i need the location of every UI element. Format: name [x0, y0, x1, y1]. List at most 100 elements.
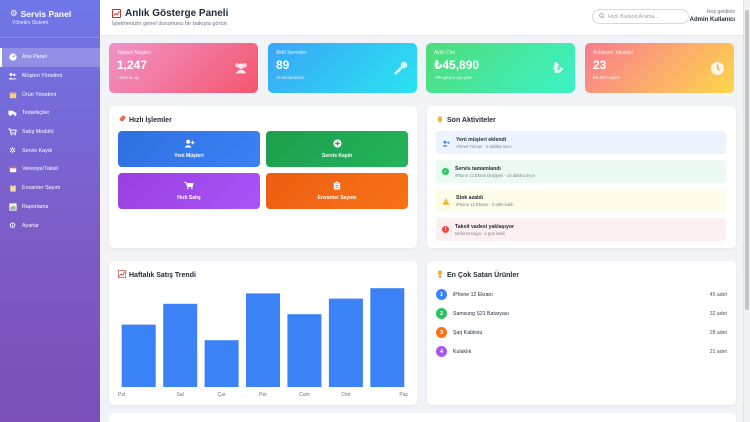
- chart-icon: [8, 202, 17, 211]
- stat-card-installments: Bekleyen Taksitler 23 ₺8,450 toplam: [585, 43, 734, 93]
- barcode-search-field[interactable]: Hızlı Barkod Arama...: [592, 9, 689, 24]
- sidebar-item-sales[interactable]: Satış Modülü: [0, 123, 100, 142]
- service-record-button[interactable]: Servis Kaydı: [266, 131, 408, 167]
- product-row[interactable]: 2 Samsung S21 Bataryası 32 adet: [436, 304, 727, 323]
- stat-label: Bekleyen Taksitler: [593, 50, 634, 56]
- panel-title-text: Son Aktiviteler: [447, 116, 496, 124]
- dashboard-icon: [8, 53, 17, 62]
- user-name: Admin Kullanıcı: [689, 17, 735, 23]
- sidebar-item-label: Ana Panel: [22, 54, 47, 61]
- product-count: 45 adet: [709, 291, 727, 298]
- product-count: 32 adet: [709, 310, 727, 317]
- stat-card-services: Aktif Servisler 89 15 tamamlandı: [268, 43, 417, 93]
- sales-bar-5: [328, 298, 363, 387]
- chart-icon: [118, 270, 126, 280]
- gear-icon: ✲: [9, 146, 16, 156]
- activity-title: Stok azaldı: [456, 194, 484, 201]
- trophy-icon: [436, 270, 444, 280]
- product-row[interactable]: 1 iPhone 12 Ekranı 45 adet: [436, 285, 727, 304]
- sidebar-item-suppliers[interactable]: Tedarikçiler: [0, 104, 100, 123]
- product-rank: 4: [436, 346, 447, 357]
- button-label: Hızlı Satış: [177, 195, 201, 201]
- product-rank: 1: [436, 289, 447, 300]
- recent-activities-panel: Son Aktiviteler Yeni müşteri eklendi Ahm…: [427, 106, 736, 248]
- stat-note: ₺8,450 toplam: [593, 75, 620, 80]
- sidebar-item-inventory[interactable]: Envanter Sayım: [0, 179, 100, 198]
- cart-icon: [8, 128, 17, 137]
- x-tick-label-2: Çar: [218, 392, 226, 398]
- sidebar-item-settings[interactable]: ⚙ Ayarlar: [0, 216, 100, 235]
- warning-icon: [442, 192, 450, 210]
- scrollbar-thumb[interactable]: [745, 10, 749, 310]
- sidebar: ⚙ Servis Panel Yönetim Sistemi Ana Panel…: [0, 0, 100, 422]
- stat-label: Aylık Ciro: [434, 50, 456, 56]
- header-title-block: Anlık Gösterge Paneli İşletmenizin genel…: [112, 8, 228, 27]
- stat-value: 1,247: [117, 58, 148, 72]
- page-subtitle: İşletmenizin genel durumunu bir bakışta …: [112, 21, 227, 27]
- product-count: 28 adet: [709, 329, 727, 336]
- activity-subtitle: iPhone 12 Ekran Değişimi - 15 dakika önc…: [455, 172, 536, 178]
- brand-subtitle: Yönetim Sistemi: [12, 20, 49, 26]
- x-tick-label-1: Sal: [176, 392, 183, 398]
- activity-item[interactable]: ✓ Servis tamamlandı iPhone 12 Ekran Deği…: [436, 160, 726, 183]
- x-tick-label-5: Cmt: [341, 392, 351, 398]
- x-tick-label-4: Cum: [299, 392, 310, 398]
- box-icon: [8, 90, 17, 99]
- panel-title: Hızlı İşlemler: [118, 115, 408, 125]
- x-tick-label-3: Per: [259, 392, 267, 398]
- sidebar-item-products[interactable]: Ürün Yönetimi: [0, 85, 100, 104]
- rocket-icon: [118, 115, 126, 125]
- product-rank: 3: [436, 327, 447, 338]
- users-icon: [8, 72, 17, 81]
- sidebar-item-label: Müşteri Yönetimi: [22, 73, 63, 80]
- weekly-sales-chart: Pzt Sal Çar Per Cum Cmt Paz: [118, 288, 408, 398]
- user-plus-icon: [442, 134, 450, 152]
- stat-note: 15 tamamlandı: [276, 75, 304, 80]
- activity-title: Servis tamamlandı: [455, 165, 501, 172]
- product-count: 21 adet: [709, 348, 727, 355]
- sales-bar-2: [204, 340, 239, 387]
- sidebar-item-customers[interactable]: Müşteri Yönetimi: [0, 67, 100, 86]
- stat-note: +8% geçen aya göre: [434, 75, 473, 80]
- activity-item[interactable]: Stok azaldı iPhone 12 Ekranı - 3 adet ka…: [436, 189, 726, 212]
- weekly-sales-panel: Haftalık Satış Trendi Pzt Sal Çar Per Cum Cmt…: [109, 261, 417, 405]
- next-section-edge: [109, 413, 736, 422]
- sales-bar-0: [121, 324, 156, 387]
- product-name: Şarj Kablosu: [453, 329, 483, 336]
- sidebar-item-label: Envanter Sayım: [22, 185, 61, 192]
- new-customer-button[interactable]: Yeni Müşteri: [118, 131, 260, 167]
- truck-icon: [8, 109, 17, 118]
- page-scrollbar[interactable]: [743, 0, 750, 422]
- activity-subtitle: Mehmet Kaya - 2 gün kaldı: [455, 230, 506, 236]
- sidebar-item-dashboard[interactable]: Ana Panel: [0, 48, 100, 67]
- brand-title: ⚙ Servis Panel: [10, 8, 92, 19]
- stat-value: 89: [276, 58, 290, 72]
- user-plus-icon: [184, 139, 195, 150]
- stat-label: Aktif Servisler: [276, 50, 307, 56]
- panel-title: En Çok Satan Ürünler: [436, 270, 727, 280]
- sales-bar-4: [287, 314, 322, 387]
- activity-item[interactable]: Yeni müşteri eklendi Ahmet Yılmaz - 2 da…: [436, 131, 726, 154]
- product-row[interactable]: 3 Şarj Kablosu 28 adet: [436, 323, 727, 342]
- sidebar-item-label: Ayarlar: [22, 222, 39, 229]
- tools-icon: [392, 60, 408, 76]
- stat-card-customers: Toplam Müşteri 1,247 +12% bu ay: [109, 43, 258, 93]
- clipboard-icon: [8, 184, 17, 193]
- sidebar-item-reports[interactable]: Raporlama: [0, 198, 100, 217]
- activity-item[interactable]: ! Taksit vadesi yaklaşıyor Mehmet Kaya -…: [436, 218, 726, 241]
- quick-sale-button[interactable]: Hızlı Satış: [118, 173, 260, 209]
- product-row[interactable]: 4 Kulaklık 21 adet: [436, 342, 727, 361]
- x-tick-label-0: Pzt: [118, 392, 126, 398]
- sidebar-item-installments[interactable]: Veresiye/Taksit: [0, 160, 100, 179]
- sidebar-item-service[interactable]: ✲ Servis Kaydı: [0, 141, 100, 160]
- gear-logo-icon: ⚙: [10, 8, 18, 18]
- activity-title: Taksit vadesi yaklaşıyor: [455, 223, 515, 230]
- inventory-count-button[interactable]: Envanter Sayımı: [266, 173, 408, 209]
- settings-icon: ⚙: [8, 221, 17, 231]
- x-tick-label-6: Paz: [399, 392, 408, 398]
- product-rank: 2: [436, 308, 447, 319]
- panel-title-text: En Çok Satan Ürünler: [447, 271, 519, 279]
- user-welcome[interactable]: Hoş geldiniz Admin Kullanıcı: [690, 9, 735, 23]
- brand-name: Servis Panel: [20, 8, 72, 19]
- quick-actions-panel: Hızlı İşlemler Yeni Müşteri Servis Kaydı…: [109, 106, 417, 248]
